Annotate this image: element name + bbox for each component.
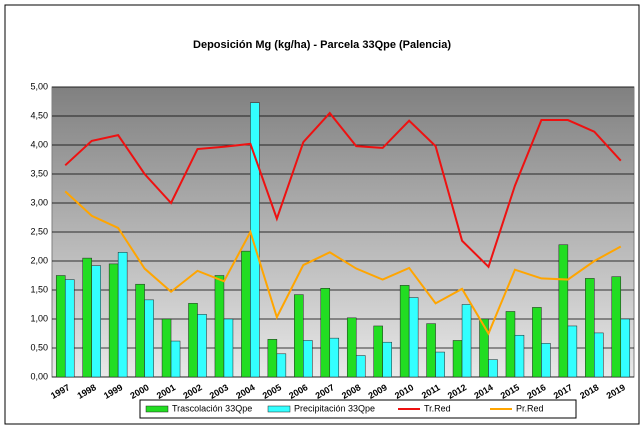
y-tick-label: 3,00 xyxy=(30,197,48,207)
legend-label: Precipitación 33Qpe xyxy=(294,403,375,413)
bar xyxy=(399,285,410,378)
bar xyxy=(620,318,631,378)
bar xyxy=(479,318,489,378)
bar xyxy=(585,278,595,378)
y-tick-label: 1,00 xyxy=(30,313,48,323)
bar xyxy=(452,340,463,378)
bar xyxy=(461,304,472,378)
legend-label: Pr.Red xyxy=(516,403,544,413)
bar xyxy=(488,359,498,378)
y-tick-label: 3,50 xyxy=(30,168,48,178)
bar xyxy=(117,252,128,378)
bar xyxy=(197,314,207,378)
bar xyxy=(241,250,251,378)
bar xyxy=(188,303,198,378)
bar xyxy=(303,340,313,378)
bar xyxy=(532,307,542,378)
bar xyxy=(435,351,445,378)
y-tick-label: 2,50 xyxy=(30,226,48,236)
bar xyxy=(82,257,92,378)
legend-swatch xyxy=(267,405,291,413)
bar xyxy=(611,276,622,378)
y-tick-label: 0,50 xyxy=(30,342,48,352)
y-tick-label: 2,00 xyxy=(30,255,48,265)
bar xyxy=(373,325,383,378)
bar xyxy=(320,288,331,378)
chart-title: Deposición Mg (kg/ha) - Parcela 33Qpe (P… xyxy=(193,39,451,51)
y-tick-label: 0,00 xyxy=(30,371,48,381)
bar xyxy=(170,340,181,378)
bar xyxy=(55,275,66,378)
legend-box xyxy=(139,399,577,419)
line xyxy=(64,190,622,336)
y-tick-label: 4,50 xyxy=(30,110,48,120)
bar xyxy=(541,343,551,378)
bar xyxy=(594,332,604,378)
bar xyxy=(276,353,287,378)
bar xyxy=(505,311,516,378)
bar xyxy=(144,299,154,378)
bar xyxy=(108,263,119,378)
y-tick-label: 4,00 xyxy=(30,139,48,149)
bar xyxy=(214,275,225,378)
bar xyxy=(91,265,101,378)
bar xyxy=(250,102,260,378)
bar xyxy=(135,283,145,378)
bar xyxy=(408,297,419,378)
bar xyxy=(426,323,436,378)
bar xyxy=(558,244,569,378)
bar xyxy=(382,341,392,378)
y-tick-label: 5,00 xyxy=(30,81,48,91)
bar xyxy=(294,294,304,378)
legend-label: Tr.Red xyxy=(424,403,451,413)
bar xyxy=(514,334,525,378)
bar xyxy=(267,339,278,378)
bar xyxy=(223,318,234,378)
legend-swatch xyxy=(145,405,169,413)
bar xyxy=(355,355,366,378)
bar xyxy=(346,317,357,378)
bar xyxy=(64,279,75,378)
bar xyxy=(567,325,578,378)
legend-label: Trascolación 33Qpe xyxy=(172,403,252,413)
y-tick-label: 1,50 xyxy=(30,284,48,294)
bar xyxy=(329,337,340,378)
line xyxy=(64,111,622,269)
bar xyxy=(161,318,172,378)
